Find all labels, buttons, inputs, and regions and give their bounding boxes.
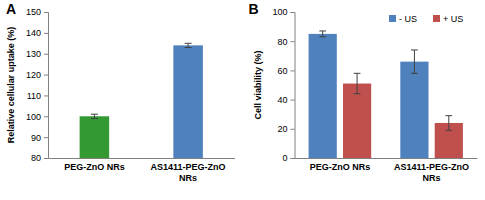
tick: 20 xyxy=(277,124,294,134)
tick-mark xyxy=(291,100,295,101)
axis-line xyxy=(295,158,478,159)
tick: 90 xyxy=(31,133,48,143)
tick-label: AS1411-PEG-ZnONRs xyxy=(394,162,469,182)
tick: AS1411-PEG-ZnONRs xyxy=(394,162,469,182)
legend-swatch xyxy=(389,15,396,22)
tick-mark xyxy=(291,158,295,159)
tick: 100 xyxy=(272,7,294,17)
y-axis: 80 90 100 110 120 130 140 150 xyxy=(26,7,49,163)
legend-label: - US xyxy=(399,14,417,24)
error-bar xyxy=(354,73,361,93)
panel: A 80 90 100 110 120 130 140 150 PEG-ZnO NRs AS1411… xyxy=(6,1,235,183)
legend-swatch xyxy=(433,15,440,22)
legend-entry: + US xyxy=(433,14,463,24)
bar xyxy=(400,62,428,158)
x-axis: PEG-ZnO NRs AS1411-PEG-ZnONRs xyxy=(49,159,236,183)
bar xyxy=(343,84,371,158)
marks xyxy=(309,31,463,158)
panel-label: A xyxy=(6,1,16,17)
error-bar xyxy=(319,31,326,37)
panel-label: B xyxy=(249,1,259,17)
tick: PEG-ZnO NRs xyxy=(64,162,125,172)
error-bar xyxy=(445,116,452,131)
axis-line xyxy=(291,13,296,159)
x-axis: PEG-ZnO NRs AS1411-PEG-ZnONRs xyxy=(295,159,478,183)
tick: 130 xyxy=(26,49,48,59)
tick-label: 60 xyxy=(277,66,287,76)
tick: 100 xyxy=(26,112,48,122)
tick-label: 110 xyxy=(27,91,41,101)
tick: 60 xyxy=(277,66,294,76)
plot: 0 20 40 60 80 100 PEG-ZnO NRs AS1411-PEG-ZnONRs… xyxy=(253,7,478,182)
bar xyxy=(80,116,110,158)
tick-label: 120 xyxy=(26,70,41,80)
tick: 40 xyxy=(277,95,294,105)
error-bar xyxy=(411,50,418,73)
tick-label: 20 xyxy=(277,124,287,134)
figure: A 80 90 100 110 120 130 140 150 PEG-ZnO NRs AS1411… xyxy=(0,0,485,200)
tick: 150 xyxy=(26,7,48,17)
tick-mark xyxy=(44,116,48,117)
tick-label: 150 xyxy=(26,7,41,17)
panel: B 0 20 40 60 80 100 PEG-ZnO NRs AS1411-PEG-ZnONR… xyxy=(249,1,478,183)
y-axis-title: Relative cellular uptake (%) xyxy=(6,27,16,144)
bar xyxy=(173,45,203,158)
tick-mark xyxy=(291,129,295,130)
tick-mark xyxy=(44,54,48,55)
error-bar xyxy=(185,43,192,47)
tick-label: 100 xyxy=(272,7,287,17)
tick: 110 xyxy=(27,91,48,101)
legend-entry: - US xyxy=(389,14,417,24)
bar xyxy=(309,34,337,158)
tick-mark xyxy=(44,75,48,76)
axis-line xyxy=(44,13,49,159)
y-axis-title: Cell viability (%) xyxy=(253,50,263,119)
tick-mark xyxy=(44,95,48,96)
y-axis: 0 20 40 60 80 100 xyxy=(272,7,295,163)
tick-label: PEG-ZnO NRs xyxy=(310,162,371,172)
tick-label: 80 xyxy=(277,37,287,47)
error-bar xyxy=(91,114,98,118)
tick-label: 100 xyxy=(26,112,41,122)
tick-mark xyxy=(291,12,295,13)
tick: 80 xyxy=(31,153,48,163)
tick-label: 80 xyxy=(31,153,41,163)
tick-mark xyxy=(44,12,48,13)
tick-label: PEG-ZnO NRs xyxy=(64,162,125,172)
tick-mark xyxy=(44,158,48,159)
tick-label: AS1411-PEG-ZnONRs xyxy=(151,162,226,182)
legend-label: + US xyxy=(443,14,463,24)
tick-label: 90 xyxy=(31,133,41,143)
tick: 0 xyxy=(282,153,294,163)
tick: 120 xyxy=(26,70,48,80)
tick-mark xyxy=(291,41,295,42)
tick-label: 140 xyxy=(26,28,41,38)
tick-label: 130 xyxy=(26,49,41,59)
tick: AS1411-PEG-ZnONRs xyxy=(151,162,226,182)
legend: - US + US xyxy=(389,14,463,24)
tick: PEG-ZnO NRs xyxy=(310,162,371,172)
plot: 80 90 100 110 120 130 140 150 PEG-ZnO NRs AS1411-… xyxy=(6,7,235,182)
marks xyxy=(80,43,203,158)
tick-label: 0 xyxy=(282,153,287,163)
tick-mark xyxy=(44,137,48,138)
tick-mark xyxy=(291,70,295,71)
tick: 80 xyxy=(277,37,294,47)
axis-line xyxy=(49,158,236,159)
tick-label: 40 xyxy=(277,95,287,105)
tick-mark xyxy=(44,33,48,34)
tick: 140 xyxy=(26,28,48,38)
